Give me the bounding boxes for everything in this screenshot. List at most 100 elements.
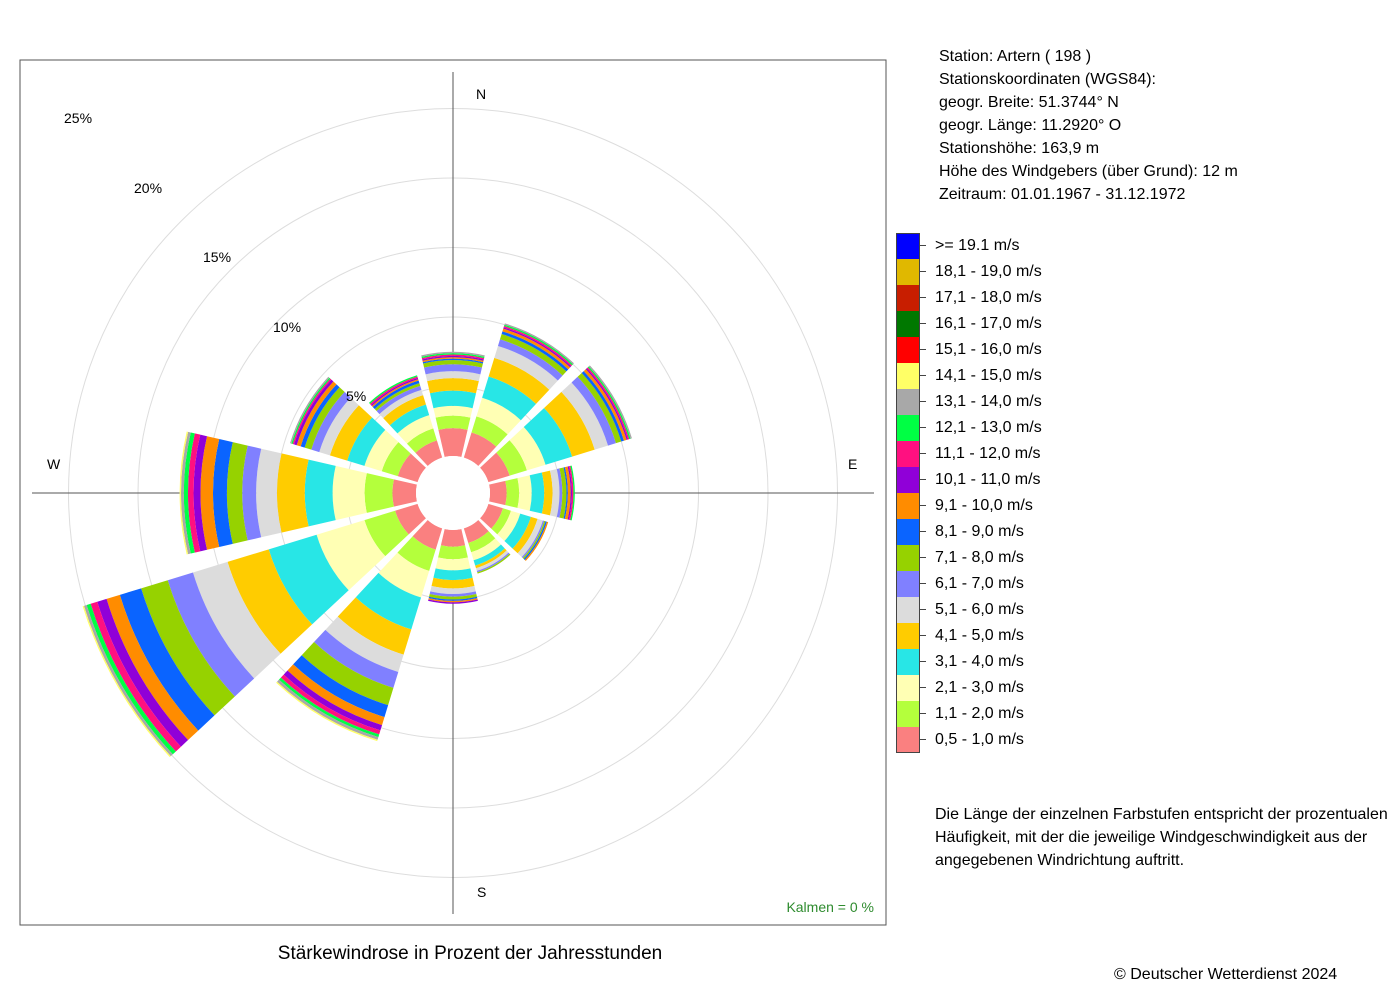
legend-swatch: [896, 363, 920, 389]
sector-band: [355, 572, 422, 630]
ring-label-15: 15%: [203, 249, 231, 265]
wind-sectors: [82, 323, 632, 758]
sector-band: [440, 529, 466, 547]
sector-band: [480, 452, 510, 483]
sector-band: [192, 561, 281, 679]
sector-band: [106, 594, 199, 741]
legend-label: 16,1 - 17,0 m/s: [935, 315, 1042, 332]
legend-label: 8,1 - 9,0 m/s: [935, 523, 1024, 540]
sector-band: [501, 331, 569, 372]
legend-tick: [920, 583, 926, 584]
sector-band: [561, 382, 609, 450]
sector-band: [563, 467, 568, 519]
sector-band: [300, 384, 340, 448]
legend-label: 6,1 - 7,0 m/s: [935, 575, 1024, 592]
sector-band: [431, 577, 475, 589]
sector-band: [581, 371, 624, 442]
sector-band: [488, 357, 550, 404]
ring-label-5: 5%: [346, 388, 366, 404]
sector-band: [433, 405, 473, 418]
wind-sector-300: [290, 376, 426, 483]
sector-band: [392, 479, 417, 507]
sector-band: [364, 429, 399, 472]
legend-label: 14,1 - 15,0 m/s: [935, 367, 1042, 384]
sector-band: [256, 448, 282, 538]
sector-band: [559, 467, 567, 519]
compass-label-w: W: [47, 456, 61, 472]
legend-tick: [920, 661, 926, 662]
sector-band: [422, 358, 484, 364]
sector-band: [370, 377, 419, 406]
legend-tick: [920, 713, 926, 714]
legend-swatch: [896, 259, 920, 285]
legend-tick: [920, 375, 926, 376]
sector-band: [90, 601, 181, 752]
sector-band: [471, 416, 508, 447]
sector-band: [179, 431, 189, 555]
sector-band: [296, 381, 337, 447]
sector-band: [427, 378, 479, 394]
compass-label-n: N: [476, 86, 486, 102]
wind-sector-60: [480, 365, 632, 483]
ring-label-25: 25%: [64, 110, 92, 126]
station-name: Station: Artern ( 198 ): [939, 48, 1092, 65]
center-circle: [416, 456, 490, 530]
sector-band: [226, 442, 248, 544]
sector-band: [301, 642, 394, 706]
sector-band: [550, 469, 560, 517]
wind-sector-150: [463, 520, 511, 574]
sector-band: [430, 585, 476, 594]
sector-band: [424, 364, 482, 375]
sector-band: [316, 520, 386, 591]
sector-band: [372, 380, 420, 410]
sector-band: [468, 531, 496, 553]
sector-band: [213, 439, 233, 547]
legend-swatch: [896, 701, 920, 727]
sector-band: [477, 553, 511, 574]
sector-band: [383, 395, 426, 426]
plot-frame: [19, 59, 887, 926]
sector-band: [494, 345, 558, 390]
sector-band: [314, 629, 399, 688]
time-period: Zeitraum: 01.01.1967 - 31.12.1972: [939, 186, 1186, 203]
sector-band: [181, 431, 191, 555]
legend-tick: [920, 609, 926, 610]
sector-band: [476, 550, 509, 571]
sector-band: [423, 360, 483, 368]
legend-swatch: [896, 623, 920, 649]
sector-band: [200, 436, 220, 550]
sector-band: [374, 383, 421, 412]
legend-tick: [920, 505, 926, 506]
sector-band: [429, 390, 477, 409]
sector-band: [294, 379, 334, 446]
legend-tick: [920, 557, 926, 558]
sector-band: [422, 355, 484, 361]
sector-band: [512, 516, 538, 554]
sector-band: [395, 503, 426, 535]
sector-band: [522, 520, 546, 559]
legend-label: 7,1 - 8,0 m/s: [935, 549, 1024, 566]
sector-band: [183, 432, 195, 554]
sector-band: [283, 670, 383, 731]
legend-swatch: [896, 415, 920, 441]
sector-band: [397, 415, 434, 444]
sector-band: [422, 357, 484, 363]
sector-band: [415, 440, 443, 466]
sector-band: [304, 387, 345, 450]
sector-band: [491, 508, 511, 535]
sector-band: [397, 453, 426, 483]
compass-label-s: S: [477, 884, 486, 900]
sector-band: [517, 518, 543, 558]
legend-tick: [920, 531, 926, 532]
legend-tick: [920, 687, 926, 688]
sector-band: [379, 389, 424, 419]
sector-band: [523, 408, 573, 465]
legend-swatch: [896, 675, 920, 701]
sector-band: [570, 465, 575, 521]
sector-band: [428, 598, 478, 603]
legend-label: 9,1 - 10,0 m/s: [935, 497, 1033, 514]
legend-swatch: [896, 285, 920, 311]
sector-band: [429, 591, 477, 597]
sector-band: [364, 473, 394, 513]
wind-sector-210: [276, 520, 443, 742]
